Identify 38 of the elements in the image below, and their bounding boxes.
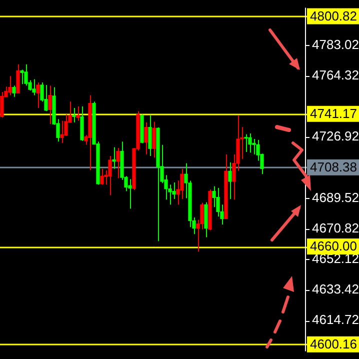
ref-line-label: 4660.00 [310, 238, 357, 254]
y-tick-label: 4726.92 [312, 128, 359, 144]
candlestick [48, 85, 52, 125]
candlestick [20, 69, 24, 85]
candlestick [148, 114, 152, 156]
candlestick [24, 64, 28, 86]
candlestick [108, 155, 112, 196]
candlestick [32, 78, 36, 96]
y-tick-label: 4764.32 [312, 68, 359, 83]
candlestick [248, 133, 252, 154]
candlestick [60, 120, 64, 144]
candlestick [228, 162, 232, 200]
y-tick-label: 4670.82 [312, 220, 359, 236]
candlestick [44, 84, 48, 112]
ref-line-label: 4708.38 [310, 160, 357, 175]
candlestick [12, 85, 16, 98]
candlestick [80, 106, 84, 142]
candlestick [36, 82, 40, 109]
y-tick-label: 4633.42 [312, 282, 359, 297]
candlestick [0, 92, 4, 118]
candlestick [76, 106, 80, 122]
candlestick [244, 134, 248, 153]
ref-line-label: 4800.82 [310, 8, 357, 24]
y-tick-label: 4689.52 [312, 190, 359, 205]
ref-line-label: 4741.17 [310, 106, 357, 121]
candlestick [100, 168, 104, 186]
candlestick [144, 122, 148, 155]
candlestick [8, 76, 12, 96]
ref-line-label: 4600.16 [310, 336, 357, 352]
y-tick-label: 4783.02 [312, 36, 359, 52]
candlestick [72, 108, 76, 123]
candlestick [16, 64, 20, 94]
candlestick [216, 187, 220, 217]
candlestick [152, 121, 156, 158]
candlestick [128, 178, 132, 210]
candlestick [116, 147, 120, 179]
candlestick [112, 146, 116, 170]
y-tick-label: 4614.72 [312, 312, 359, 328]
